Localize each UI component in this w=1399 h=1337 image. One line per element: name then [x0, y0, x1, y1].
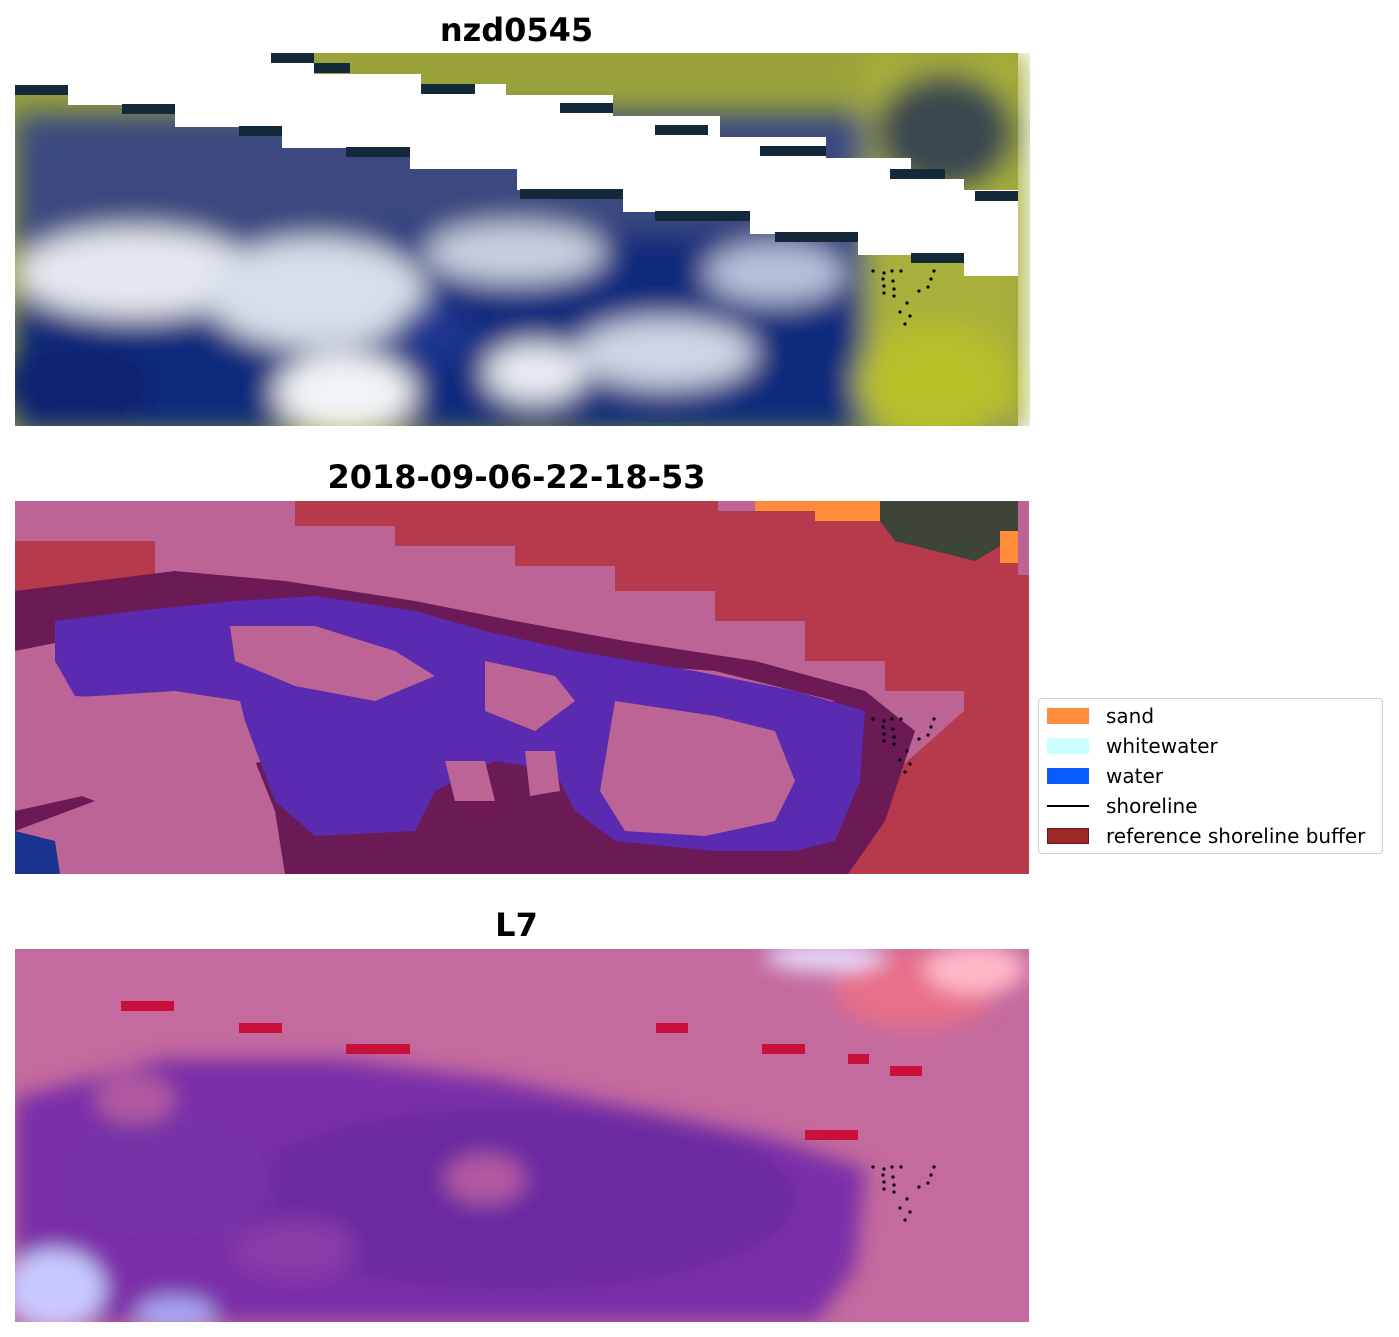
legend-item-reference-buffer: reference shoreline buffer [1047, 824, 1365, 848]
index-image [15, 949, 1029, 1322]
shoreline-points [871, 269, 936, 326]
no-data-region [15, 53, 1018, 276]
shoreline-points [871, 1165, 936, 1222]
no-data-edge [15, 53, 1018, 263]
legend-item-sand: sand [1047, 704, 1154, 728]
rgb-satellite-image [15, 53, 1025, 426]
legend-item-shoreline: shoreline [1047, 794, 1198, 818]
legend-item-water: water [1047, 764, 1163, 788]
legend-item-whitewater: whitewater [1047, 734, 1218, 758]
legend: sand whitewater water shoreline referenc… [1038, 698, 1383, 854]
panel-title-rgb: nzd0545 [439, 11, 594, 49]
dark-corner [880, 501, 1018, 561]
water-swatch [1047, 768, 1089, 784]
buffer-red-bottom [848, 711, 1029, 874]
buffer-red-top [295, 501, 1029, 724]
classified-image [15, 501, 1029, 874]
shoreline-points [871, 717, 936, 774]
pink-islands [15, 626, 795, 874]
corner-water [15, 831, 60, 874]
panel-title-classification: 2018-09-06-22-18-53 [327, 458, 706, 496]
shoreline-line-swatch [1047, 798, 1089, 814]
panel-title-index: L7 [495, 906, 538, 944]
bright-red-pixels [121, 1001, 922, 1140]
sand-swatch [1047, 708, 1089, 724]
sand-pixels [718, 501, 1018, 563]
index-texture [15, 949, 1025, 1322]
reference-buffer-swatch [1047, 828, 1089, 844]
whitewater-swatch [1047, 738, 1089, 754]
